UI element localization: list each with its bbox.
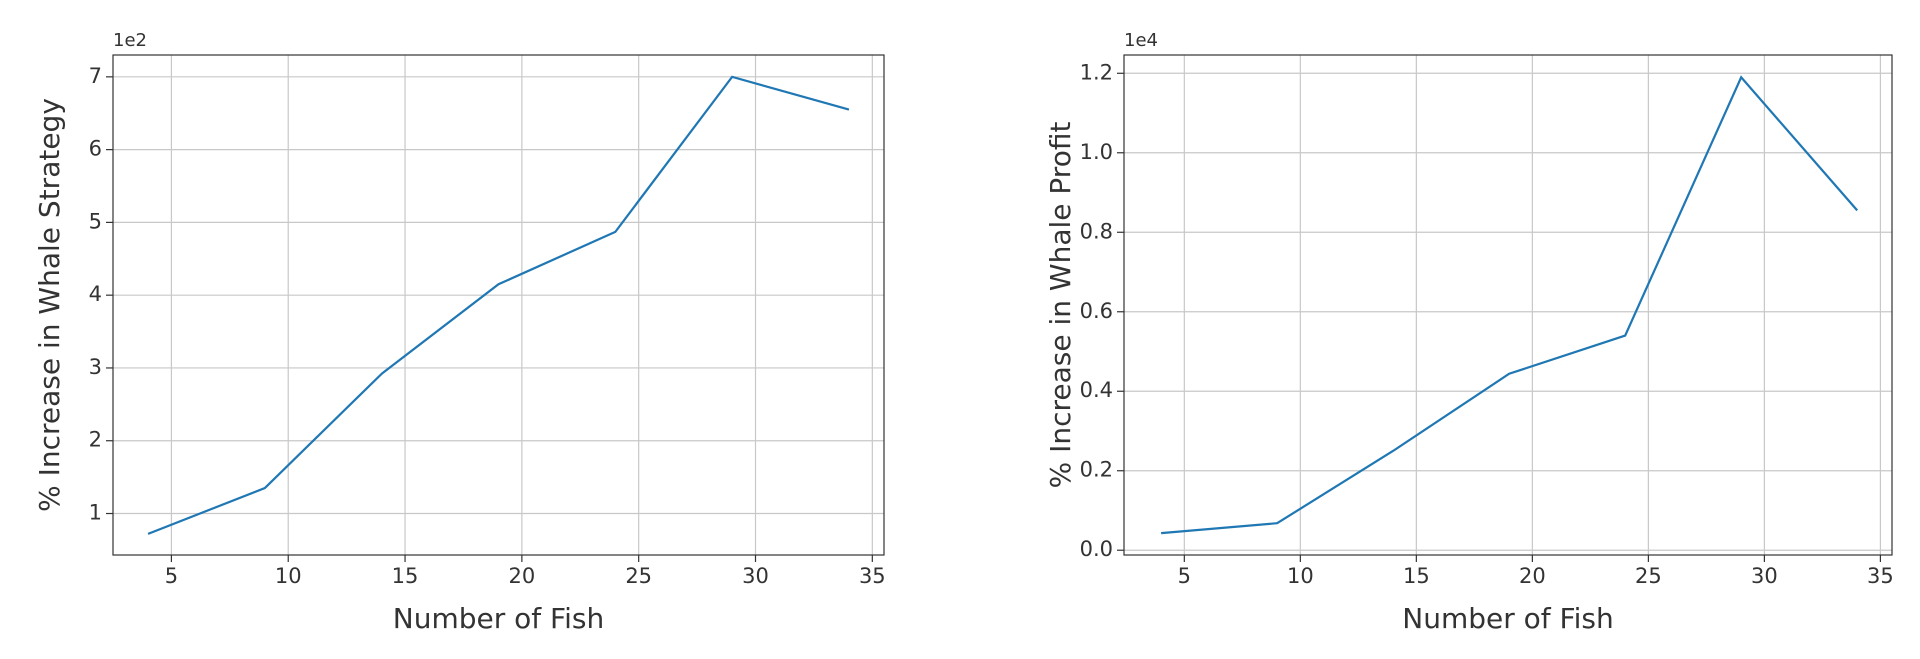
y-tick-label: 4 [89, 282, 102, 306]
x-tick-label: 20 [1519, 564, 1546, 588]
y-tick-label: 0.0 [1080, 537, 1113, 561]
line [147, 75, 850, 535]
y-axis-label: % Increase in Whale Strategy [33, 98, 66, 512]
x-tick-label: 5 [1178, 564, 1191, 588]
y-tick-label: 7 [89, 64, 102, 88]
axis-offset: 1e2 [113, 30, 147, 51]
y-tick-label: 3 [89, 355, 102, 379]
x-tick-label: 35 [1867, 564, 1894, 588]
x-tick-label: 25 [625, 564, 652, 588]
x-tick-label: 30 [742, 564, 769, 588]
plot-frame [112, 54, 885, 556]
x-axis-label: Number of Fish [393, 602, 604, 635]
y-tick-label: 1.0 [1080, 140, 1113, 164]
axis-offset: 1e4 [1124, 30, 1158, 51]
y-tick-label: 1 [89, 501, 102, 525]
line [1161, 75, 1859, 535]
y-tick-label: 0.2 [1080, 458, 1113, 482]
x-tick-label: 20 [508, 564, 535, 588]
x-tick-label: 10 [275, 564, 302, 588]
x-tick-label: 10 [1287, 564, 1314, 588]
y-tick-label: 0.4 [1080, 378, 1113, 402]
y-tick-label: 5 [89, 209, 102, 233]
x-tick-label: 30 [1751, 564, 1778, 588]
y-tick-label: 1.2 [1080, 60, 1113, 84]
plot-frame [1123, 54, 1893, 556]
y-tick-label: 0.8 [1080, 219, 1113, 243]
y-axis-label: % Increase in Whale Profit [1044, 122, 1077, 489]
y-tick-label: 0.6 [1080, 299, 1113, 323]
x-tick-label: 15 [392, 564, 419, 588]
x-tick-label: 25 [1635, 564, 1662, 588]
y-tick-label: 2 [89, 428, 102, 452]
x-tick-label: 5 [165, 564, 178, 588]
y-tick-label: 6 [89, 137, 102, 161]
x-tick-label: 35 [859, 564, 886, 588]
x-tick-label: 15 [1403, 564, 1430, 588]
x-axis-label: Number of Fish [1402, 602, 1613, 635]
